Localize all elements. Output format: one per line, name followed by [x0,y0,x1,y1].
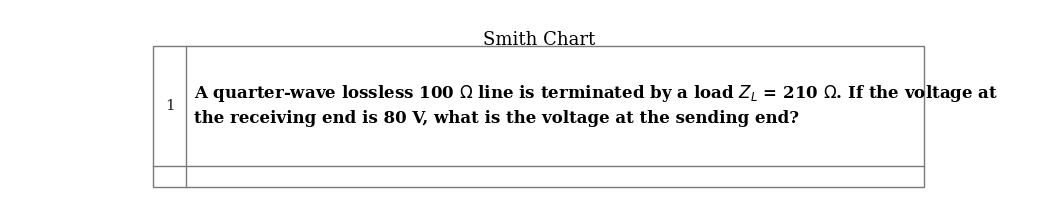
Text: Smith Chart: Smith Chart [482,31,595,49]
Text: A quarter-wave lossless 100 $\Omega$ line is terminated by a load $Z_L$ = 210 $\: A quarter-wave lossless 100 $\Omega$ lin… [194,83,998,103]
Bar [153,46,924,187]
Text: 1: 1 [165,99,174,113]
Text: the receiving end is 80 V, what is the voltage at the sending end?: the receiving end is 80 V, what is the v… [194,110,799,127]
